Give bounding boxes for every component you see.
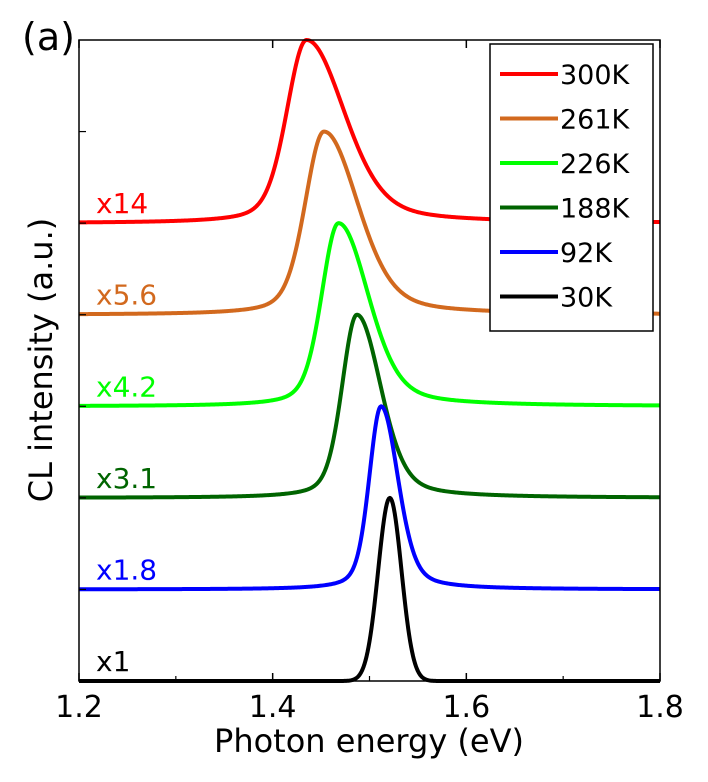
- legend-box: [489, 43, 654, 332]
- series-line-92K: [77, 404, 662, 592]
- y-axis-title: CL intensity (a.u.): [22, 218, 60, 502]
- legend-label-226K: 226K: [560, 149, 631, 180]
- legend-label-188K: 188K: [560, 194, 631, 225]
- legend-label-30K: 30K: [560, 283, 613, 314]
- x-tick-label-1.4: 1.4: [249, 690, 297, 725]
- x-axis-title: Photon energy (eV): [214, 722, 524, 760]
- x-tick-label-1.8: 1.8: [636, 690, 684, 725]
- panel-label: (a): [22, 15, 75, 59]
- legend: 300K 261K 226K 188K 92K 30K: [489, 43, 654, 332]
- series-line-226K: [77, 221, 662, 408]
- legend-label-92K: 92K: [560, 238, 613, 269]
- scale-label-92K: x1.8: [96, 553, 157, 586]
- plot-area: 1.2 1.4 1.6 1.8 x14 x5.6 x4.2 x3.1 x1.8 x1: [55, 38, 684, 725]
- x-tick-label-1.6: 1.6: [442, 690, 490, 725]
- series-line-188K: [77, 312, 662, 500]
- x-tick-label-1.2: 1.2: [55, 690, 103, 725]
- scale-label-226K: x4.2: [96, 370, 157, 403]
- scale-label-261K: x5.6: [96, 279, 157, 312]
- tick-layer: 1.2 1.4 1.6 1.8: [55, 40, 684, 725]
- scale-label-layer: x14 x5.6 x4.2 x3.1 x1.8 x1: [96, 187, 157, 678]
- legend-entries: 300K 261K 226K 188K 92K 30K: [500, 60, 631, 314]
- scale-label-188K: x3.1: [96, 462, 157, 495]
- legend-label-300K: 300K: [560, 60, 631, 91]
- scale-label-30K: x1: [96, 645, 130, 678]
- legend-label-261K: 261K: [560, 105, 631, 136]
- scale-label-300K: x14: [96, 187, 148, 220]
